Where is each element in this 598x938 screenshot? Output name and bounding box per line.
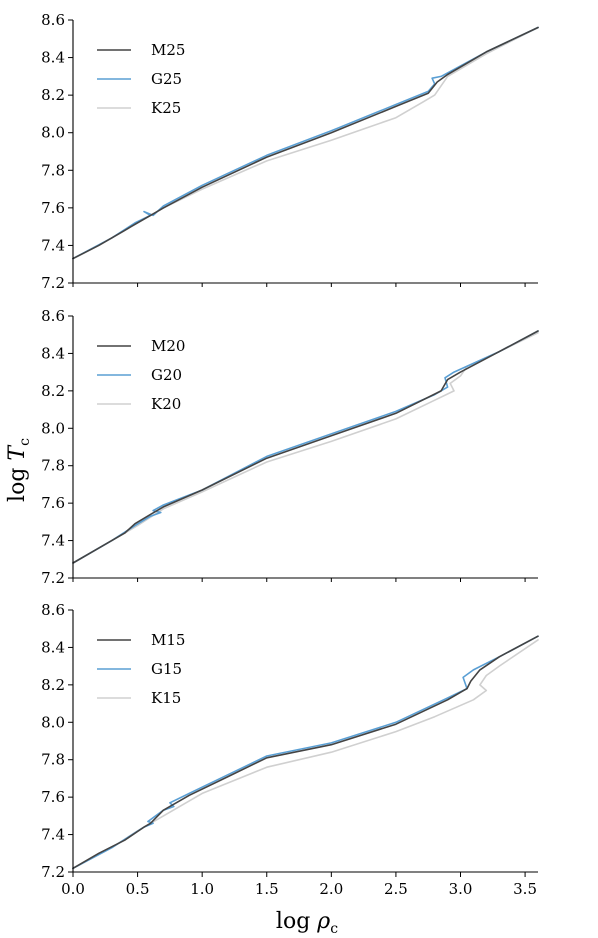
- x-axis-title: log ρc: [276, 909, 338, 937]
- x-tick-label: 0.0: [61, 880, 85, 898]
- y-tick-label: 8.0: [41, 713, 65, 731]
- y-tick-label: 7.4: [41, 236, 65, 254]
- panel-1: 7.2 7.4 7.6 7.8 8.0 8.2 8.4 8.6 M25 G25 K25: [41, 11, 539, 292]
- legend-label-K20: K20: [151, 395, 181, 413]
- panel-3: 7.2 7.4 7.6 7.8 8.0 8.2 8.4 8.6 0.0 0.5 1.0 1.5 2.0 2…: [41, 601, 539, 898]
- legend-label-K25: K25: [151, 99, 181, 117]
- y-tick-label: 8.6: [41, 601, 65, 619]
- series-line-M20: [72, 330, 539, 564]
- x-tick-label: 2.0: [319, 880, 343, 898]
- y-tick-label: 7.2: [41, 863, 65, 881]
- y-tick-label: 7.6: [41, 494, 65, 512]
- legend-label-G25: G25: [151, 70, 182, 88]
- y-axis-title-sym: T: [5, 444, 30, 461]
- y-tick-label: 8.4: [41, 49, 65, 67]
- x-tick-label: 3.0: [449, 880, 473, 898]
- y-tick-label: 8.6: [41, 11, 65, 29]
- x-tick-label: 1.0: [190, 880, 214, 898]
- y-tick-label: 8.4: [41, 638, 65, 656]
- y-tick-label: 8.4: [41, 344, 65, 362]
- x-tick-label: 2.5: [384, 880, 408, 898]
- series-line-G15: [72, 635, 539, 870]
- y-tick-label: 7.2: [41, 569, 65, 587]
- y-tick-label: 8.0: [41, 419, 65, 437]
- y-axis-title-log: log: [5, 461, 30, 502]
- y-tick-label: 8.2: [41, 382, 65, 400]
- y-tick-label: 7.8: [41, 457, 65, 475]
- y-tick-label: 8.2: [41, 676, 65, 694]
- x-axis-title-sym: ρ: [316, 909, 330, 934]
- y-tick-label: 8.2: [41, 86, 65, 104]
- legend-label-M25: M25: [151, 41, 185, 59]
- y-tick-label: 7.8: [41, 161, 65, 179]
- y-tick-label: 8.6: [41, 307, 65, 325]
- x-tick-label: 1.5: [255, 880, 279, 898]
- y-tick-label: 7.8: [41, 751, 65, 769]
- series-line-M25: [72, 26, 539, 260]
- y-axis-title: log Tc: [5, 438, 33, 502]
- y-tick-label: 7.2: [41, 274, 65, 292]
- y-tick-label: 7.6: [41, 788, 65, 806]
- x-tick-label: 3.5: [513, 880, 537, 898]
- legend-label-G15: G15: [151, 660, 182, 678]
- y-tick-label: 8.0: [41, 124, 65, 142]
- series-line-M15: [72, 635, 539, 870]
- x-axis-title-sub: c: [330, 921, 338, 937]
- panel-2: 7.2 7.4 7.6 7.8 8.0 8.2 8.4 8.6 M20 G20 K20: [41, 307, 539, 587]
- x-tick-label: 0.5: [126, 880, 150, 898]
- series-line-G20: [72, 330, 539, 564]
- y-axis-title-sub: c: [17, 438, 33, 446]
- legend-label-M20: M20: [151, 337, 185, 355]
- y-tick-label: 7.4: [41, 826, 65, 844]
- legend-label-K15: K15: [151, 689, 181, 707]
- y-tick-label: 7.4: [41, 532, 65, 550]
- y-tick-label: 7.6: [41, 199, 65, 217]
- legend-label-G20: G20: [151, 366, 182, 384]
- legend-label-M15: M15: [151, 631, 185, 649]
- x-axis-title-log: log: [276, 909, 317, 934]
